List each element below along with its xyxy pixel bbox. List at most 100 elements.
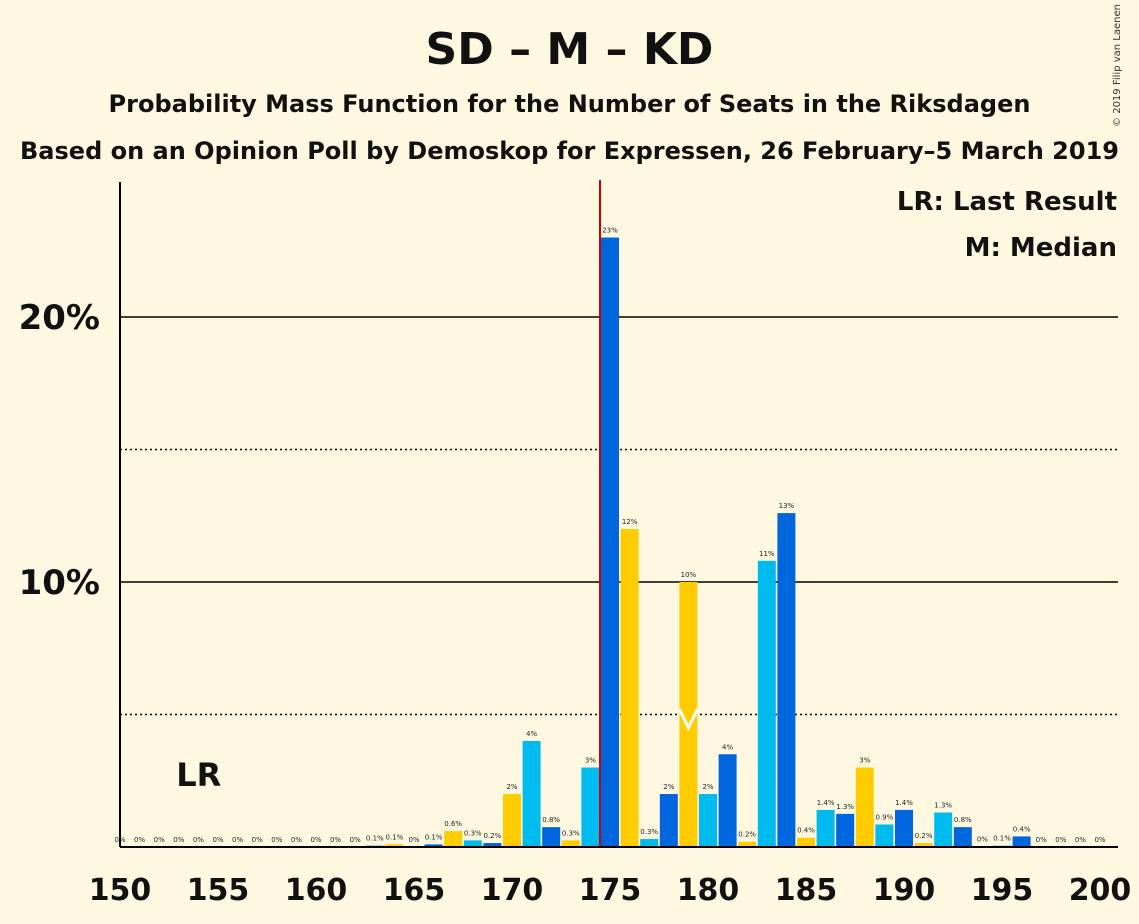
x-tick-label: 160 (285, 873, 348, 908)
median-marker (678, 708, 699, 732)
bar-data-label: 0% (291, 836, 302, 844)
bar (836, 813, 855, 847)
bar (699, 794, 717, 847)
bar-data-label: 0% (408, 836, 419, 844)
bar (444, 831, 463, 847)
bar-data-label: 3% (585, 757, 596, 765)
bar-data-label: 0.1% (366, 835, 384, 843)
bar-data-label: 0.2% (484, 832, 502, 840)
bar-data-label: 0% (1094, 836, 1105, 844)
bar (522, 741, 541, 847)
bar (895, 809, 913, 847)
x-tick-label: 150 (89, 873, 152, 908)
bar (620, 529, 639, 847)
bar-data-label: 0% (193, 836, 204, 844)
bar (855, 767, 874, 847)
last-result-label: LR (176, 756, 221, 794)
bar (483, 843, 502, 847)
bar-data-label: 0% (350, 836, 361, 844)
bar-data-label: 0% (1036, 836, 1047, 844)
chart-subtitle-poll: Based on an Opinion Poll by Demoskop for… (20, 137, 1119, 165)
bar (601, 237, 619, 847)
x-tick-label: 200 (1069, 873, 1132, 908)
bar-data-label: 0.2% (738, 831, 756, 839)
bar-data-label: 4% (722, 743, 733, 751)
bar (757, 560, 776, 847)
bar (659, 794, 678, 847)
bar (640, 839, 659, 847)
bar-data-label: 3% (859, 757, 870, 765)
bar (934, 812, 953, 847)
x-tick-label: 195 (971, 873, 1034, 908)
bar-data-label: 0% (154, 836, 165, 844)
x-tick-label: 175 (579, 873, 642, 908)
bar (542, 827, 561, 847)
bar (503, 794, 521, 847)
bar-data-label: 4% (526, 730, 537, 738)
bar (816, 809, 835, 847)
bar-data-label: 1.4% (817, 799, 835, 807)
bar (953, 827, 972, 847)
bar-data-label: 0.3% (562, 829, 580, 837)
bar-data-label: 2% (663, 783, 674, 791)
bar-data-label: 1.3% (836, 803, 854, 811)
bar (1012, 836, 1031, 847)
x-tick-label: 165 (383, 873, 446, 908)
bar-data-label: 0% (1075, 836, 1086, 844)
bar-data-label: 0.3% (640, 828, 658, 836)
bar-data-label: 0.8% (954, 816, 972, 824)
bar (385, 844, 404, 847)
bar-data-label: 0.9% (876, 813, 894, 821)
x-tick-label: 190 (873, 873, 936, 908)
bar-data-label: 0% (271, 836, 282, 844)
bar-data-label: 0% (134, 836, 145, 844)
bar (424, 844, 443, 847)
bar-data-label: 0% (330, 836, 341, 844)
bar-data-label: 2% (702, 783, 713, 791)
bar-data-label: 13% (779, 502, 795, 510)
bar-data-label: 23% (602, 227, 618, 235)
bar (679, 582, 698, 847)
bar-data-label: 1.4% (895, 799, 913, 807)
bar-data-label: 0% (977, 835, 988, 843)
y-tick-label: 20% (19, 298, 100, 338)
chart-title: SD – M – KD (425, 24, 714, 75)
bar (914, 843, 933, 847)
bar-data-label: 0.1% (993, 835, 1011, 843)
bar (463, 840, 482, 847)
bar (797, 837, 815, 847)
bar-data-label: 0.6% (444, 820, 462, 828)
bar (561, 840, 580, 847)
x-tick-label: 170 (481, 873, 544, 908)
bar (718, 754, 737, 847)
bar-data-label: 0% (173, 836, 184, 844)
bar-data-label: 0.1% (425, 833, 443, 841)
legend-entry: M: Median (965, 233, 1117, 263)
bar-data-label: 0.4% (1013, 825, 1031, 833)
bar-data-label: 0% (212, 836, 223, 844)
bar-data-label: 0% (1055, 836, 1066, 844)
bar (738, 841, 757, 847)
bar-data-label: 1.3% (934, 802, 952, 810)
x-tick-label: 155 (187, 873, 250, 908)
x-tick-label: 185 (775, 873, 838, 908)
bar (581, 767, 600, 847)
bar (875, 824, 894, 847)
bar-data-label: 0.4% (797, 827, 815, 835)
bar-data-label: 0.3% (464, 829, 482, 837)
bar-data-label: 11% (759, 550, 775, 558)
bar-data-label: 2% (506, 783, 517, 791)
x-tick-label: 180 (677, 873, 740, 908)
bar (777, 513, 796, 847)
bar-data-label: 12% (622, 518, 638, 526)
chart-subtitle: Probability Mass Function for the Number… (108, 90, 1031, 118)
bar-data-label: 10% (681, 571, 697, 579)
y-tick-label: 10% (19, 563, 100, 603)
bar-data-label: 0% (252, 836, 263, 844)
bar-data-label: 0% (232, 836, 243, 844)
bar-data-label: 0.1% (386, 833, 404, 841)
bar-data-label: 0% (310, 836, 321, 844)
legend-entry: LR: Last Result (897, 187, 1117, 217)
bar-data-label: 0.2% (915, 832, 933, 840)
